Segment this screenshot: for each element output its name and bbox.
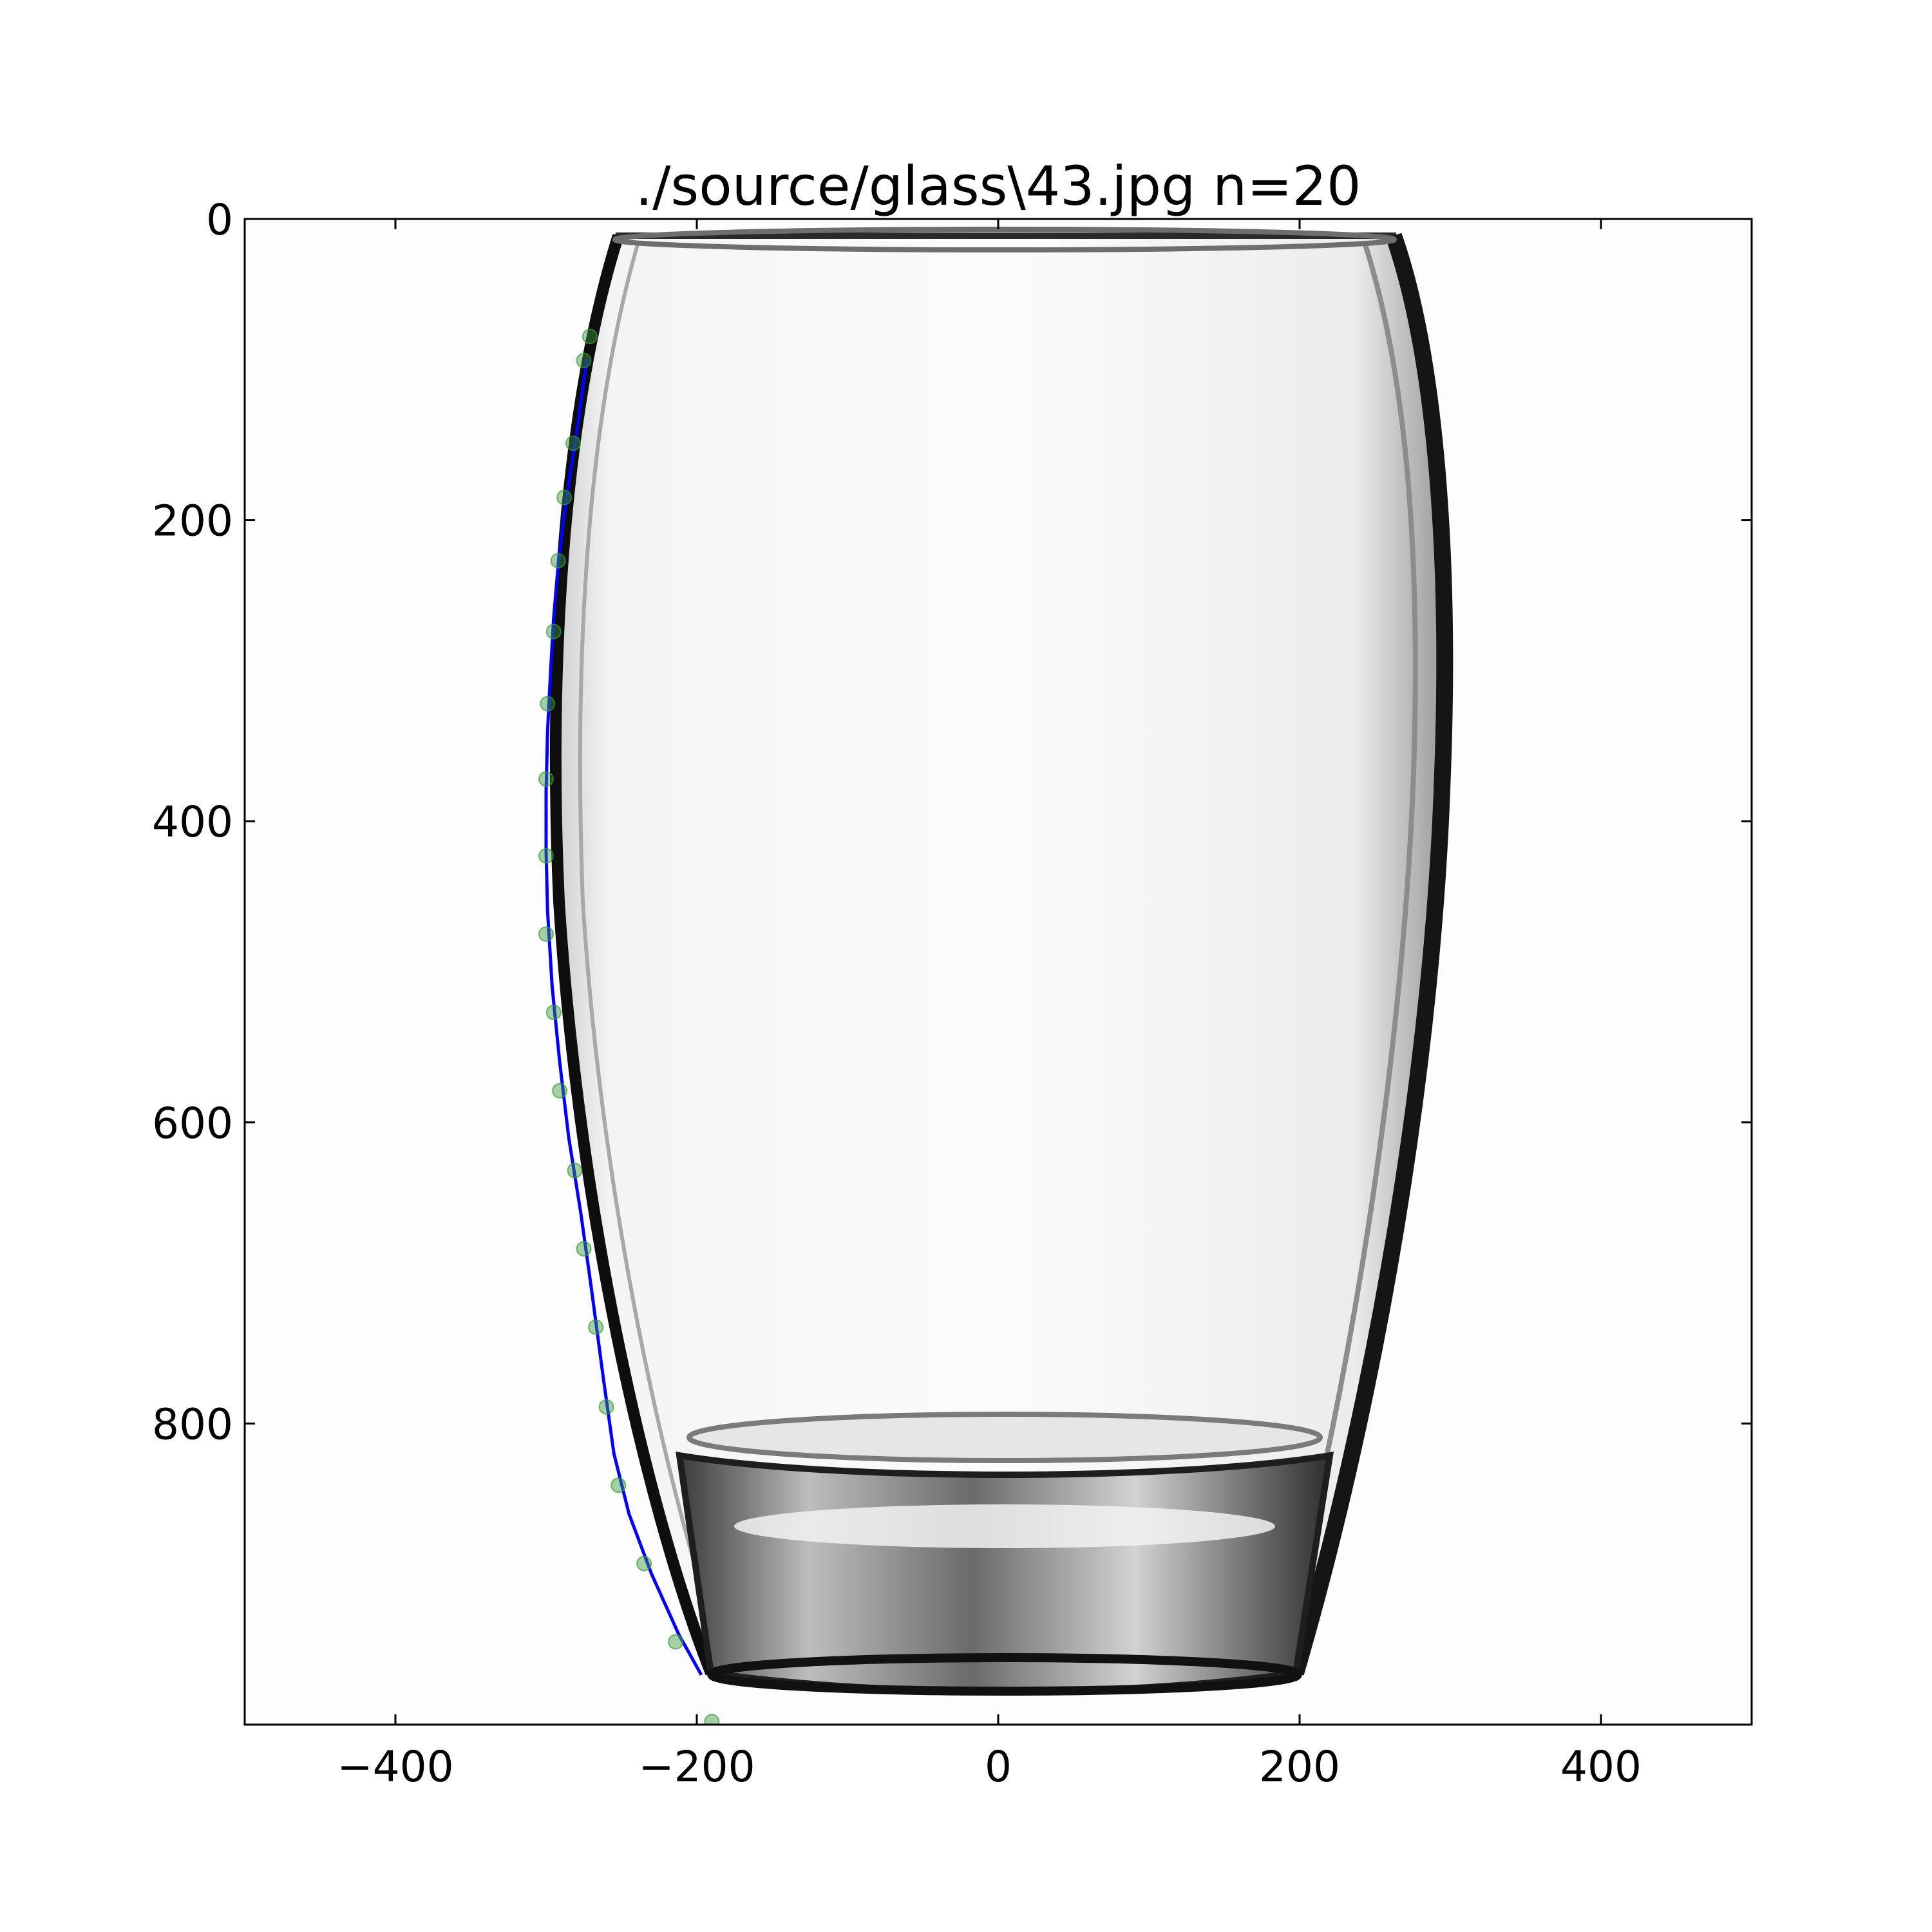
data-layer <box>538 328 720 1725</box>
contour-point <box>636 1555 652 1571</box>
y-tick-label: 400 <box>152 797 233 847</box>
contour-point <box>582 328 598 345</box>
contour-point <box>704 1714 720 1725</box>
y-tick-label: 600 <box>152 1099 233 1148</box>
contour-point <box>565 435 582 451</box>
x-tick-label: −200 <box>638 1742 755 1792</box>
x-tick-label: −400 <box>337 1742 453 1792</box>
contour-point <box>588 1319 604 1335</box>
contour-points <box>538 328 720 1725</box>
contour-point <box>611 1477 627 1493</box>
contour-point <box>538 771 554 787</box>
x-tick-label: 200 <box>1259 1742 1340 1792</box>
glass-photo <box>549 227 1454 1696</box>
chart-title: ./source/glass\43.jpg n=20 <box>636 155 1361 218</box>
contour-point <box>576 1241 592 1257</box>
contour-point <box>556 489 573 506</box>
contour-point <box>545 623 562 639</box>
x-tick-label: 400 <box>1560 1742 1642 1792</box>
contour-point <box>668 1634 684 1650</box>
contour-point <box>598 1399 614 1415</box>
contour-point <box>538 848 554 864</box>
y-tick-label: 800 <box>152 1399 233 1449</box>
contour-point <box>552 1083 568 1099</box>
axis-ticks: −400 −200 0 200 400 0 200 400 600 800 <box>152 195 1752 1792</box>
contour-point <box>545 1005 562 1021</box>
fitted-contour-line <box>544 359 703 1676</box>
y-tick-label: 200 <box>152 497 233 546</box>
x-tick-label: 0 <box>985 1742 1012 1792</box>
contour-point <box>567 1162 583 1179</box>
contour-point <box>550 553 566 569</box>
contour-point <box>576 352 592 368</box>
contour-point <box>538 926 554 942</box>
contour-point <box>540 696 556 712</box>
y-tick-label: 0 <box>206 195 233 245</box>
